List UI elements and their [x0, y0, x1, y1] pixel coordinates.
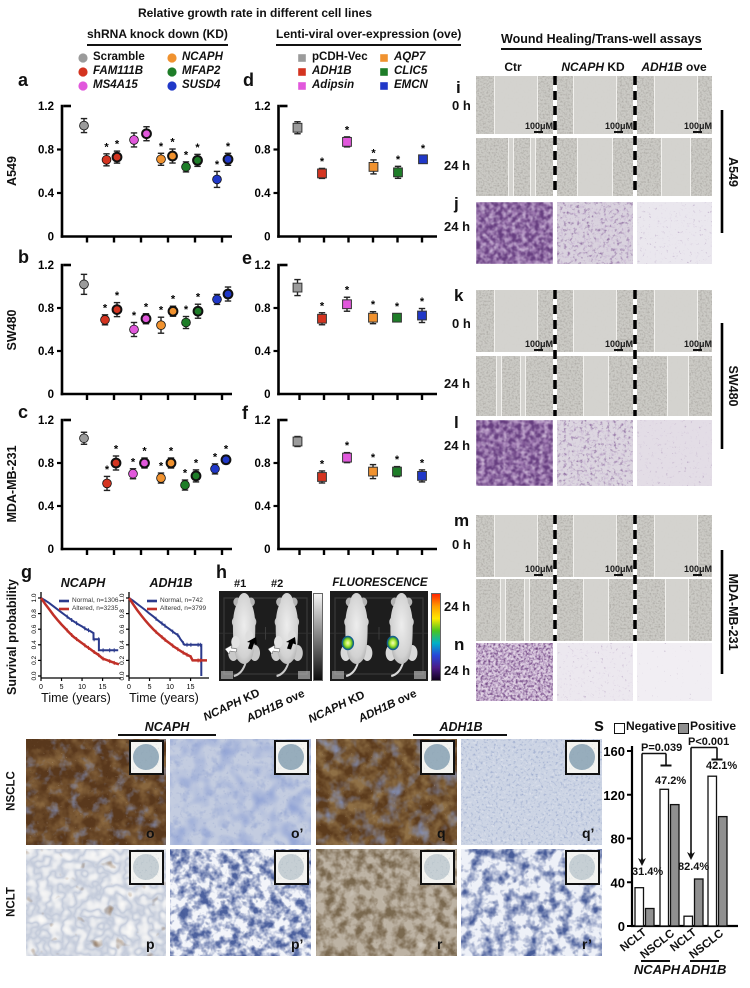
svg-text:1.2: 1.2 — [255, 415, 271, 427]
svg-text:*: * — [132, 310, 137, 322]
svg-text:*: * — [114, 444, 119, 456]
svg-text:*: * — [396, 154, 401, 166]
svg-text:*: * — [320, 458, 325, 470]
svg-text:0: 0 — [48, 232, 54, 244]
svg-text:0.8: 0.8 — [255, 145, 272, 157]
svg-text:*: * — [195, 142, 200, 154]
svg-text:*: * — [420, 296, 425, 308]
svg-text:0.8: 0.8 — [255, 458, 272, 470]
svg-text:*: * — [345, 440, 350, 452]
svg-text:0: 0 — [618, 919, 625, 934]
svg-text:120: 120 — [603, 788, 625, 803]
svg-text:*: * — [226, 141, 231, 153]
svg-text:*: * — [184, 304, 189, 316]
svg-text:0.4: 0.4 — [38, 188, 55, 200]
svg-text:*: * — [420, 457, 425, 469]
svg-text:*: * — [184, 149, 189, 161]
svg-text:0.4: 0.4 — [31, 640, 38, 649]
svg-text:0.8: 0.8 — [38, 145, 55, 157]
svg-text:*: * — [159, 305, 164, 317]
svg-text:0: 0 — [127, 684, 131, 691]
svg-text:1.2: 1.2 — [255, 101, 271, 113]
svg-text:*: * — [395, 454, 400, 466]
svg-text:*: * — [131, 456, 136, 468]
svg-text:0: 0 — [264, 232, 270, 244]
svg-text:10: 10 — [166, 684, 174, 691]
svg-text:*: * — [183, 468, 188, 480]
svg-text:0: 0 — [264, 389, 270, 401]
svg-text:0.2: 0.2 — [119, 656, 126, 665]
svg-text:0.0: 0.0 — [31, 671, 38, 680]
svg-text:0.4: 0.4 — [255, 188, 272, 200]
svg-text:*: * — [142, 446, 147, 458]
svg-text:0: 0 — [48, 544, 54, 556]
svg-text:0: 0 — [48, 389, 54, 401]
svg-text:0.8: 0.8 — [31, 609, 38, 618]
svg-text:*: * — [159, 141, 164, 153]
svg-text:*: * — [169, 446, 174, 458]
svg-text:160: 160 — [603, 744, 625, 759]
svg-text:0: 0 — [264, 544, 270, 556]
svg-text:1.2: 1.2 — [38, 260, 54, 272]
svg-text:*: * — [115, 290, 120, 302]
svg-text:0.4: 0.4 — [38, 346, 55, 358]
svg-text:40: 40 — [611, 875, 625, 890]
svg-text:0.8: 0.8 — [38, 458, 55, 470]
svg-text:0.2: 0.2 — [31, 656, 38, 665]
svg-text:*: * — [371, 299, 376, 311]
svg-text:*: * — [395, 301, 400, 313]
svg-text:0.4: 0.4 — [255, 346, 272, 358]
svg-text:*: * — [215, 159, 220, 171]
svg-text:5: 5 — [60, 684, 64, 691]
svg-text:*: * — [196, 292, 201, 304]
svg-text:1.2: 1.2 — [38, 415, 54, 427]
svg-text:5: 5 — [148, 684, 152, 691]
svg-text:10: 10 — [78, 684, 86, 691]
svg-text:0.8: 0.8 — [38, 303, 55, 315]
svg-text:*: * — [371, 452, 376, 464]
svg-text:0.8: 0.8 — [255, 303, 272, 315]
svg-text:*: * — [194, 457, 199, 469]
svg-text:*: * — [104, 141, 109, 153]
svg-text:*: * — [213, 451, 218, 463]
svg-text:0: 0 — [39, 684, 43, 691]
svg-text:1.0: 1.0 — [31, 593, 38, 602]
svg-text:*: * — [115, 139, 120, 151]
svg-text:*: * — [144, 301, 149, 313]
svg-text:*: * — [371, 147, 376, 159]
svg-text:0.6: 0.6 — [31, 624, 38, 633]
svg-text:*: * — [345, 124, 350, 136]
svg-text:0.8: 0.8 — [119, 609, 126, 618]
svg-text:15: 15 — [99, 684, 107, 691]
svg-text:1.0: 1.0 — [119, 593, 126, 602]
svg-text:0.4: 0.4 — [38, 501, 55, 513]
svg-text:*: * — [105, 464, 110, 476]
svg-text:0.6: 0.6 — [119, 624, 126, 633]
svg-text:15: 15 — [187, 684, 195, 691]
svg-text:80: 80 — [611, 832, 625, 847]
svg-text:*: * — [345, 285, 350, 297]
svg-text:0.4: 0.4 — [119, 640, 126, 649]
svg-text:*: * — [224, 443, 229, 455]
svg-text:*: * — [159, 461, 164, 473]
svg-text:1.2: 1.2 — [38, 101, 54, 113]
svg-text:*: * — [320, 300, 325, 312]
svg-text:*: * — [103, 302, 108, 314]
svg-text:0.4: 0.4 — [255, 501, 272, 513]
svg-text:*: * — [171, 294, 176, 306]
svg-text:1.2: 1.2 — [255, 260, 271, 272]
svg-text:0.0: 0.0 — [119, 671, 126, 680]
svg-text:*: * — [421, 143, 426, 155]
svg-text:*: * — [170, 137, 175, 149]
svg-text:*: * — [320, 156, 325, 168]
